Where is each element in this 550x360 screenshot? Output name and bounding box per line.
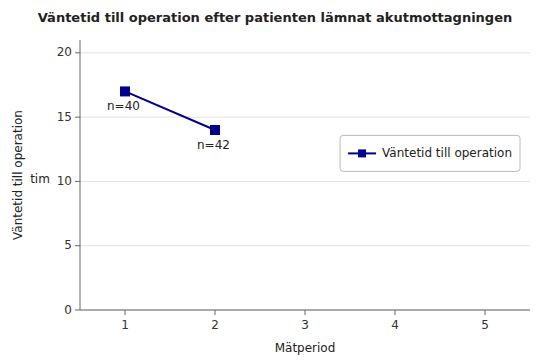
x-tick-label: 5 <box>481 318 489 332</box>
y-tick-label: 15 <box>57 110 72 124</box>
grid-line <box>80 245 530 246</box>
y-axis-line <box>80 40 81 310</box>
y-tick <box>75 117 80 118</box>
y-tick-label: 5 <box>64 238 72 252</box>
x-tick <box>485 310 486 315</box>
y-axis-label: Väntetid till operation <box>11 110 25 240</box>
annotation: n=42 <box>197 138 230 152</box>
x-tick-label: 3 <box>301 318 309 332</box>
x-tick <box>395 310 396 315</box>
y-tick <box>75 52 80 53</box>
grid-line <box>80 117 530 118</box>
legend-box <box>340 135 520 171</box>
legend-item: Väntetid till operation <box>348 146 512 160</box>
y-tick-label: 20 <box>57 45 72 59</box>
marker <box>120 86 130 96</box>
title: Väntetid till operation efter patienten … <box>38 10 512 25</box>
annotation: n=40 <box>107 99 140 113</box>
x-axis-line <box>80 310 530 311</box>
legend-marker <box>358 149 366 157</box>
y-tick-label: 0 <box>64 303 72 317</box>
legend: Väntetid till operation <box>340 135 520 171</box>
x-tick-label: 2 <box>211 318 219 332</box>
marker <box>210 125 220 135</box>
axes: 0 5 10 15 20 1 2 3 4 5 <box>57 40 530 332</box>
legend-label: Väntetid till operation <box>382 146 512 160</box>
grid-line <box>80 310 530 311</box>
x-tick <box>125 310 126 315</box>
y-tick-label: 10 <box>57 174 72 188</box>
x-tick <box>215 310 216 315</box>
y-tick <box>75 310 80 311</box>
x-axis-label: Mätperiod <box>275 341 336 355</box>
x-tick <box>305 310 306 315</box>
chart: 0 5 10 15 20 1 2 3 4 5 Väntetid till operation eft… <box>0 0 550 360</box>
y-axis-unit: tim <box>30 172 50 186</box>
y-tick <box>75 181 80 182</box>
grid-line <box>80 52 530 53</box>
y-tick <box>75 245 80 246</box>
grid-line <box>80 181 530 182</box>
x-tick-label: 1 <box>121 318 129 332</box>
x-tick-label: 4 <box>391 318 399 332</box>
